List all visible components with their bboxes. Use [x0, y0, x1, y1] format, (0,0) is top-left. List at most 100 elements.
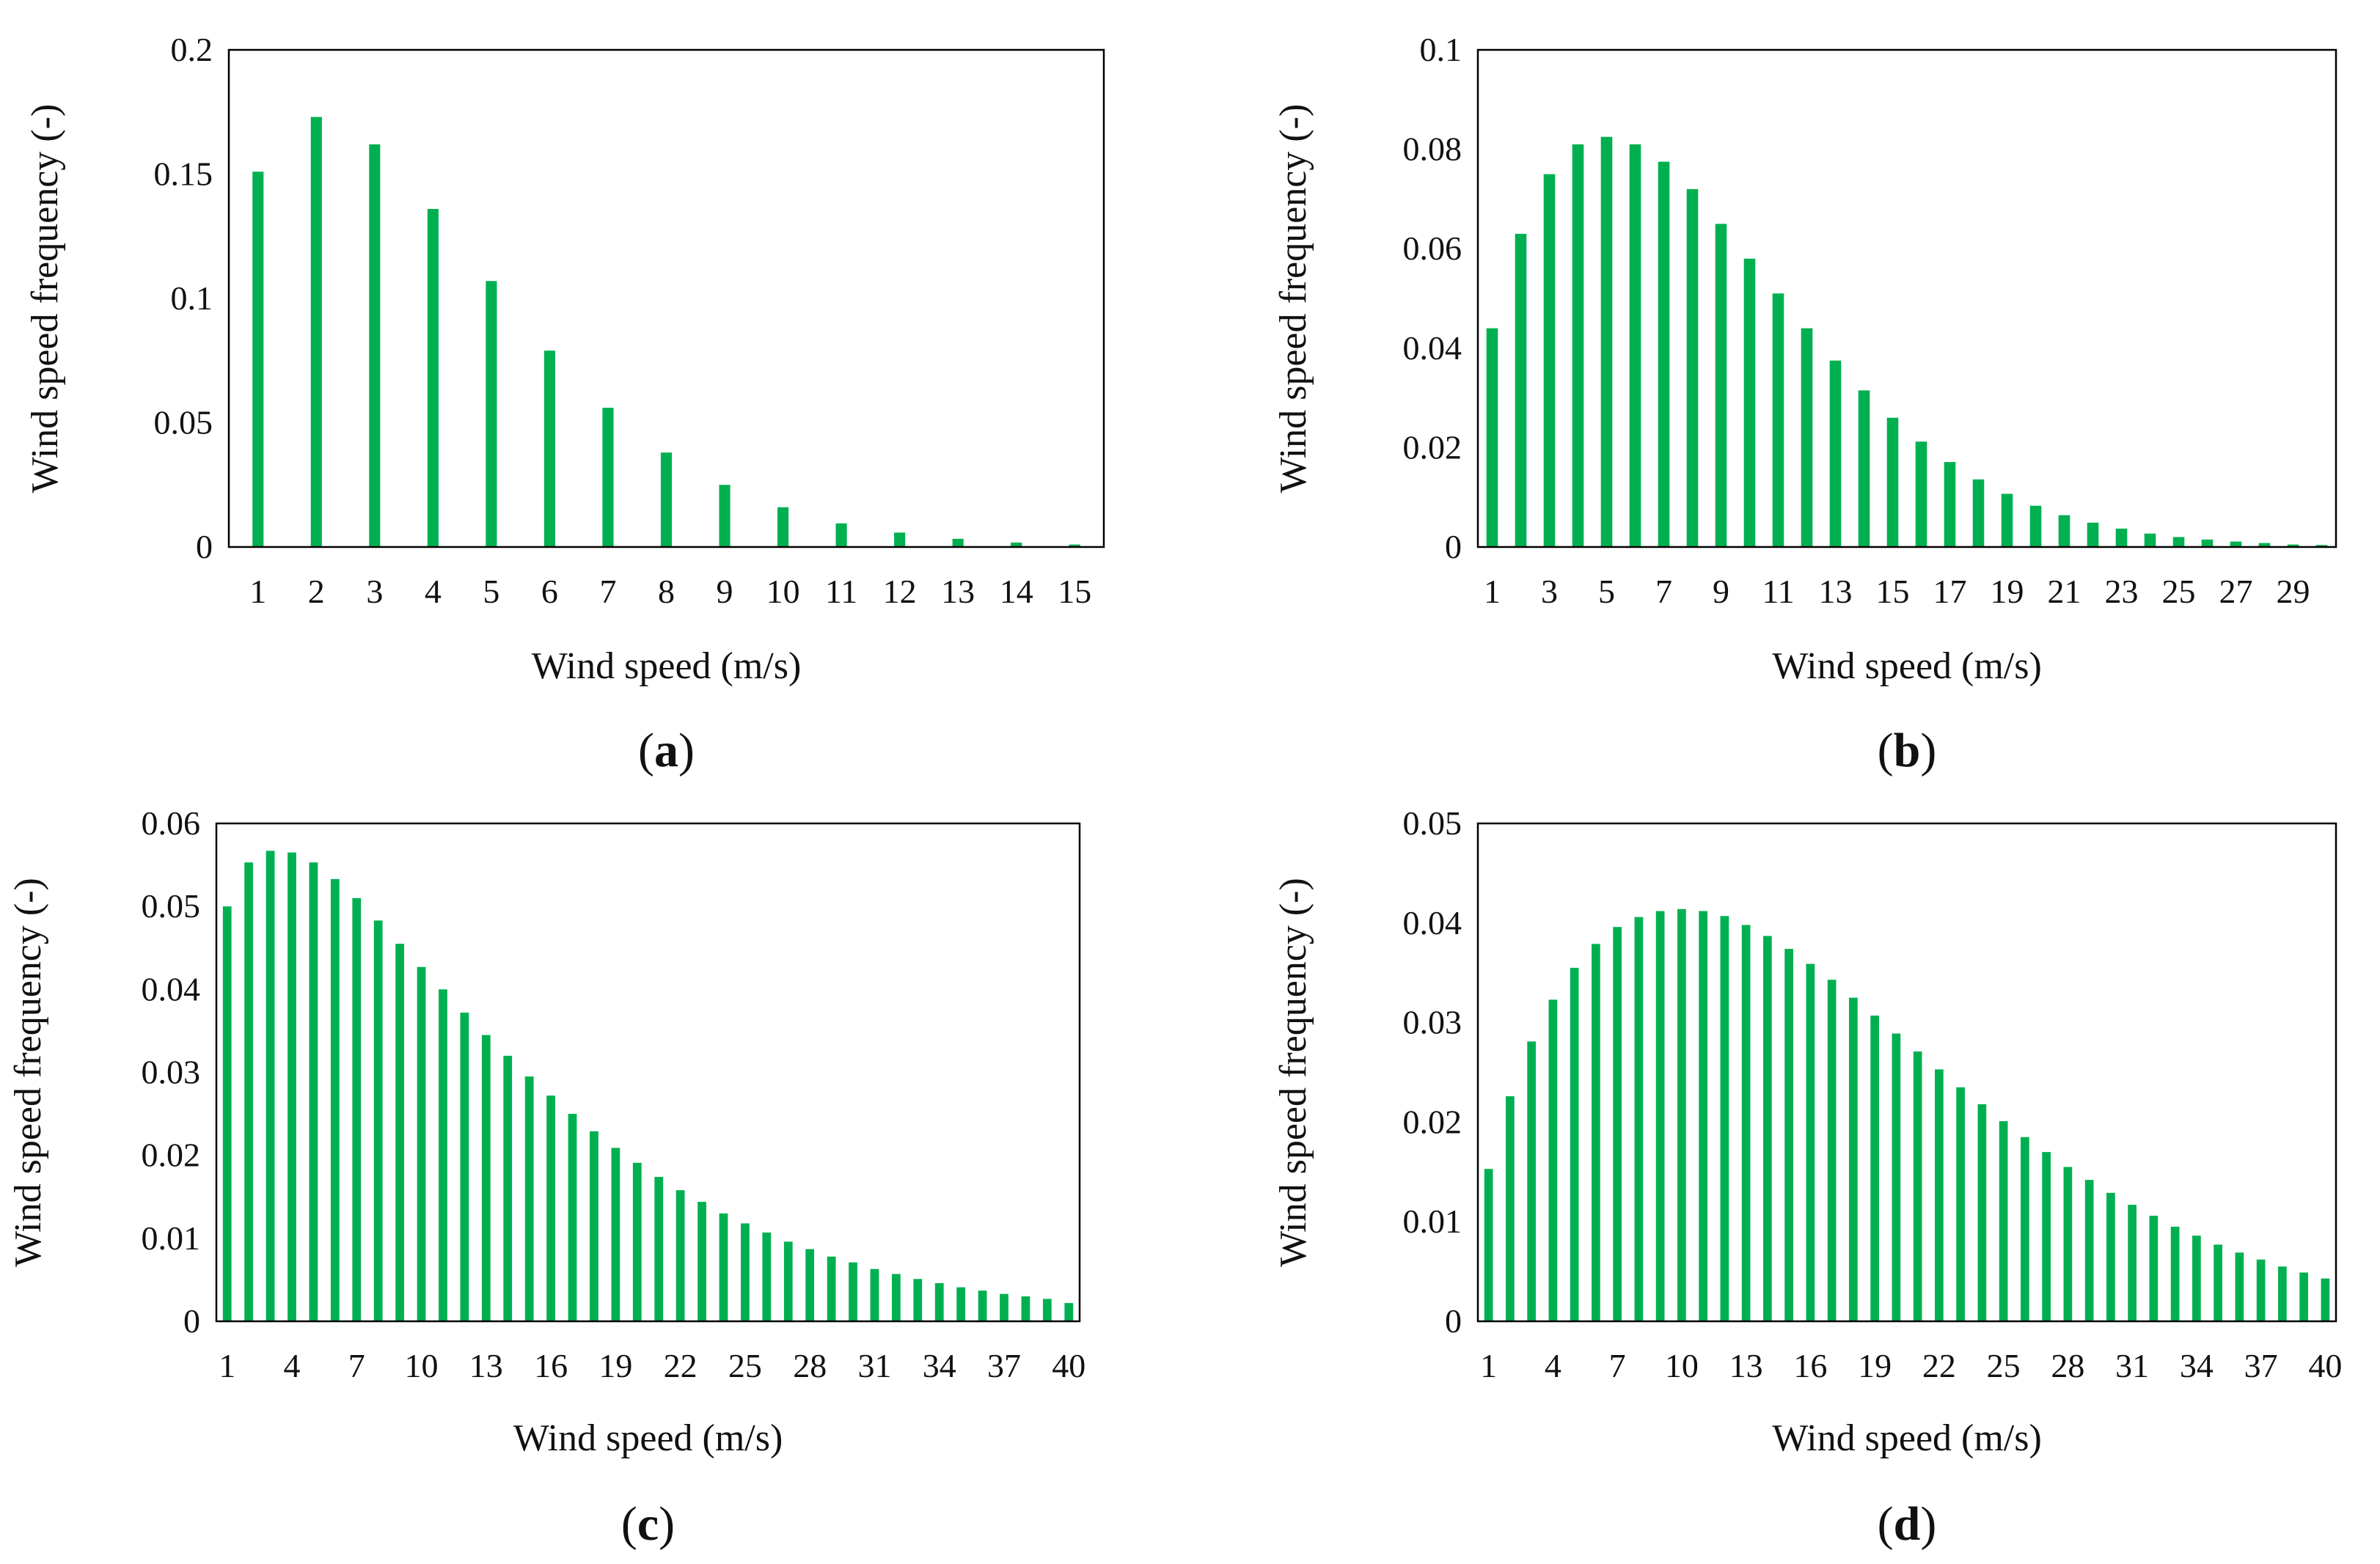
bar-a-11: [835, 523, 847, 547]
x-tick-label-a: 4: [425, 573, 442, 610]
bar-c-36: [978, 1291, 987, 1321]
bar-b-16: [1915, 441, 1927, 547]
x-tick-label-b: 29: [2277, 573, 2310, 610]
y-tick-label-c: 0.06: [142, 804, 201, 842]
y-tick-label-b: 0.08: [1403, 131, 1462, 168]
bar-a-2: [310, 117, 322, 547]
bar-d-34: [2192, 1236, 2201, 1321]
bar-d-8: [1634, 917, 1644, 1321]
y-tick-label-c: 0.03: [142, 1054, 201, 1091]
bar-c-30: [849, 1262, 857, 1321]
bar-c-4: [288, 852, 296, 1321]
x-tick-label-c: 1: [219, 1347, 235, 1384]
x-tick-label-d: 13: [1729, 1347, 1763, 1384]
x-tick-label-d: 40: [2308, 1347, 2342, 1384]
bar-c-35: [956, 1287, 966, 1321]
bar-c-3: [266, 851, 275, 1321]
x-tick-label-c: 37: [987, 1347, 1021, 1384]
bar-b-18: [1972, 479, 1985, 547]
panel-label-b: (b): [1878, 724, 1937, 777]
bar-c-24: [719, 1213, 728, 1321]
bar-b-4: [1572, 144, 1584, 547]
bar-c-6: [330, 878, 340, 1321]
y-tick-label-b: 0.1: [1420, 31, 1462, 68]
bar-a-3: [369, 144, 381, 547]
bar-c-20: [632, 1162, 642, 1321]
bar-c-39: [1042, 1299, 1052, 1321]
y-tick-label-d: 0: [1445, 1302, 1462, 1340]
y-tick-label-a: 0.2: [171, 31, 213, 68]
bar-d-14: [1763, 936, 1772, 1321]
bar-d-28: [2063, 1167, 2073, 1321]
x-tick-label-c: 10: [405, 1347, 439, 1384]
y-tick-label-b: 0: [1445, 528, 1462, 565]
bar-d-10: [1677, 908, 1686, 1321]
bar-b-19: [2001, 493, 2013, 547]
bar-b-1: [1486, 328, 1498, 547]
y-tick-label-b: 0.06: [1403, 230, 1462, 267]
bar-d-27: [2042, 1152, 2051, 1321]
bar-c-18: [590, 1131, 598, 1321]
plot-area-d: [1476, 822, 2337, 1323]
bar-c-12: [460, 1013, 469, 1321]
bar-d-12: [1720, 916, 1729, 1321]
y-tick-label-c: 0.04: [142, 970, 201, 1007]
y-tick-label-a: 0.15: [154, 155, 213, 193]
x-tick-label-a: 2: [308, 573, 325, 610]
bar-b-25: [2172, 537, 2185, 547]
bar-c-17: [568, 1114, 577, 1321]
bar-a-15: [1069, 544, 1080, 547]
y-tick-label-d: 0.02: [1403, 1103, 1462, 1140]
bar-c-29: [827, 1256, 836, 1321]
chart-panel-b: 00.020.040.060.080.11 3 5 7 9 11 13 15 17 19 21 23 2…: [1273, 31, 2337, 777]
bar-d-36: [2235, 1252, 2244, 1321]
x-axis-title-c: Wind speed (m/s): [513, 1417, 783, 1459]
x-tick-label-b: 11: [1762, 573, 1794, 610]
bar-d-21: [1913, 1051, 1922, 1321]
x-tick-label-d: 34: [2180, 1347, 2214, 1384]
x-tick-label-b: 1: [1484, 573, 1501, 610]
bar-c-37: [1000, 1293, 1008, 1321]
bar-c-25: [741, 1223, 750, 1321]
y-tick-label-c: 0: [183, 1302, 200, 1340]
y-tick-label-d: 0.05: [1403, 804, 1462, 842]
bar-b-27: [2230, 541, 2242, 547]
bar-d-39: [2299, 1272, 2308, 1321]
bar-b-28: [2258, 543, 2271, 547]
x-tick-label-d: 37: [2244, 1347, 2278, 1384]
bar-c-8: [373, 920, 383, 1321]
x-tick-label-d: 28: [2051, 1347, 2084, 1384]
plot-area-b: [1476, 48, 2337, 548]
bar-d-15: [1784, 949, 1793, 1321]
x-tick-label-b: 23: [2105, 573, 2139, 610]
x-tick-label-c: 16: [534, 1347, 568, 1384]
bar-b-14: [1858, 390, 1870, 547]
x-tick-label-b: 27: [2219, 573, 2253, 610]
y-tick-label-c: 0.02: [142, 1137, 201, 1174]
panel-label-c: (c): [621, 1497, 675, 1551]
bar-c-23: [697, 1202, 706, 1321]
bar-a-4: [427, 208, 439, 547]
bar-d-2: [1506, 1096, 1515, 1321]
bar-c-13: [481, 1035, 491, 1321]
y-tick-label-a: 0.1: [171, 279, 213, 317]
bar-b-24: [2144, 533, 2156, 547]
bar-d-6: [1592, 944, 1600, 1321]
x-tick-label-b: 17: [1933, 573, 1967, 610]
bar-d-22: [1935, 1069, 1944, 1321]
x-tick-label-b: 3: [1541, 573, 1558, 610]
x-tick-label-a: 7: [599, 573, 616, 610]
bar-c-19: [611, 1148, 620, 1321]
bar-c-1: [222, 906, 232, 1321]
x-tick-label-a: 5: [483, 573, 499, 610]
bar-d-31: [2128, 1205, 2136, 1321]
bar-d-37: [2256, 1259, 2266, 1321]
bar-c-26: [762, 1232, 772, 1321]
bar-c-7: [352, 897, 362, 1321]
x-tick-label-c: 31: [857, 1347, 891, 1384]
bar-c-22: [675, 1190, 685, 1321]
bar-c-38: [1021, 1296, 1030, 1321]
bar-d-17: [1827, 980, 1837, 1321]
x-axis-title-a: Wind speed (m/s): [532, 645, 802, 687]
